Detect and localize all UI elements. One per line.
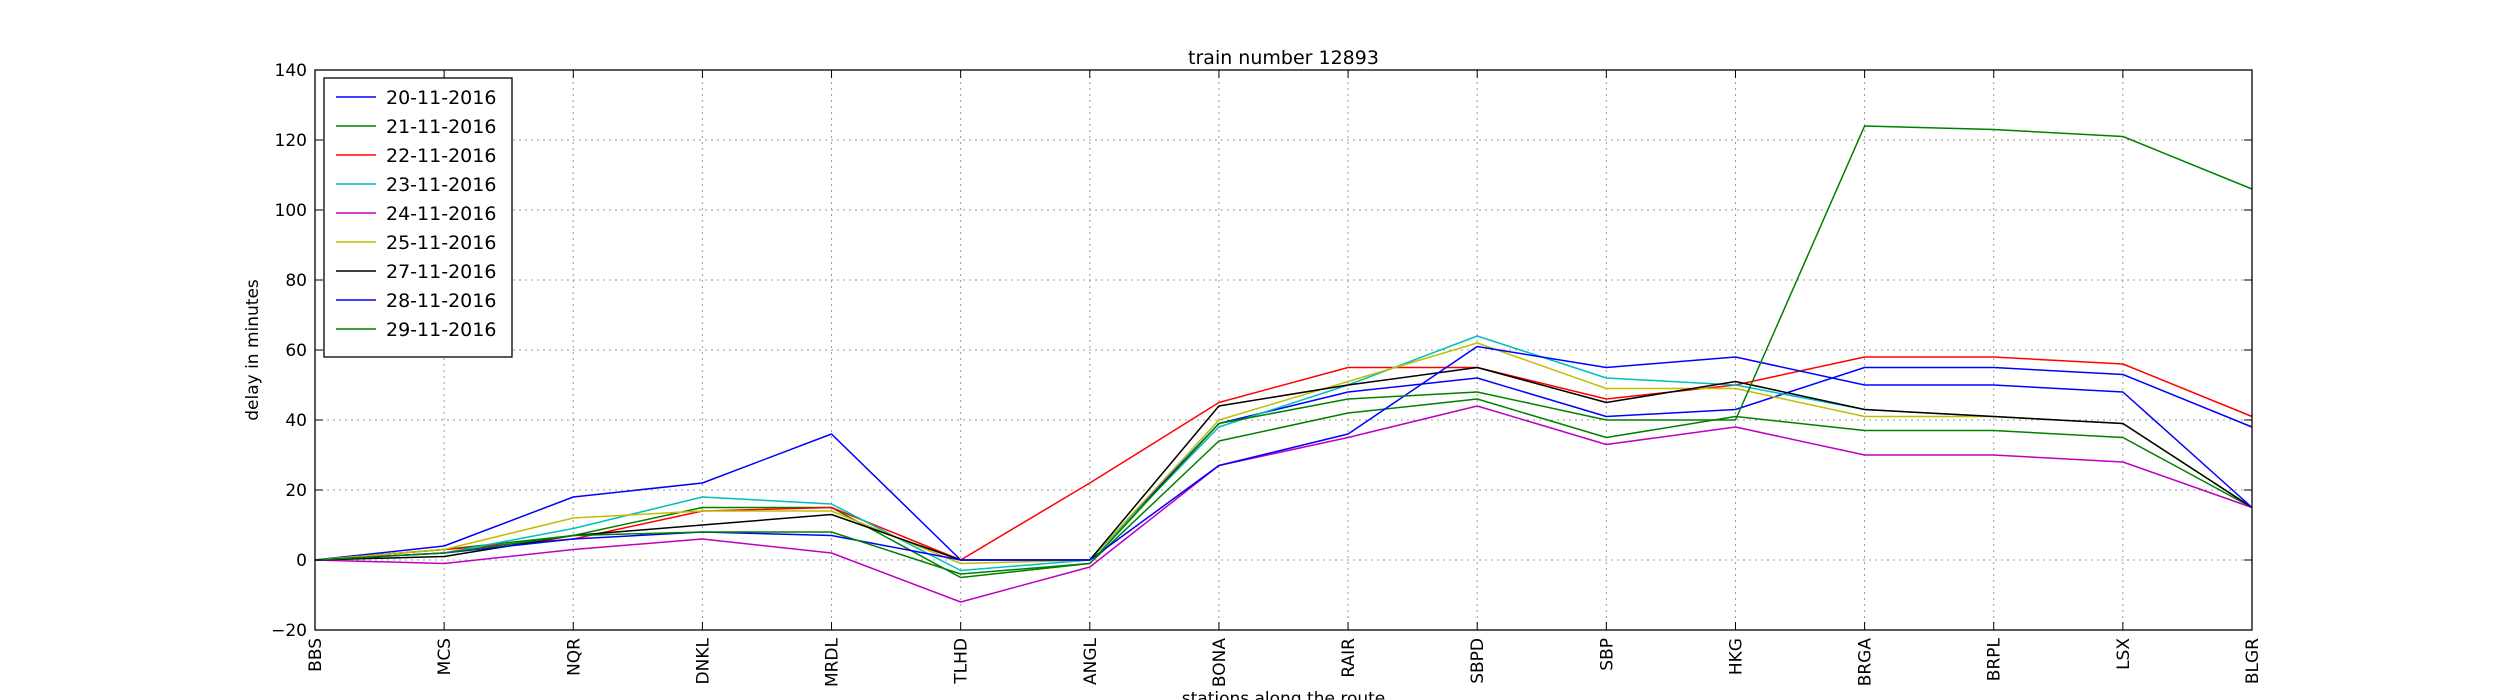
legend-entry: 28-11-2016: [386, 290, 496, 312]
series-line-21-11-2016: [314, 398, 2253, 579]
y-tick-label: 80: [285, 271, 307, 291]
series-line-25-11-2016: [314, 342, 2253, 565]
y-axis-ticks: −20 0 20 40 60 80 100 120 140: [271, 61, 2252, 641]
x-tick-label: ANGL: [1081, 637, 1101, 685]
series-line-28-11-2016: [314, 345, 2253, 561]
chart-title: train number 12893: [1188, 47, 1379, 69]
plot-frame: [314, 69, 2253, 631]
y-tick-label: 20: [285, 481, 307, 501]
series-line-27-11-2016: [314, 366, 2253, 561]
legend-box: [323, 77, 513, 358]
y-tick-label: 100: [275, 201, 307, 221]
x-tick-label: SBP: [1597, 638, 1617, 671]
grid: [315, 70, 2252, 630]
x-tick-label: MRDL: [823, 637, 843, 687]
x-axis-ticks: BBS MCS NQR DNKL MRDL TLHD ANGL BONA RAIR SBPD SBP…: [306, 70, 2263, 687]
series-line-20-11-2016: [314, 366, 2253, 561]
legend-entry: 24-11-2016: [386, 203, 496, 225]
y-tick-label: −20: [271, 621, 307, 641]
legend-entry: 29-11-2016: [386, 319, 496, 341]
x-tick-label: BRGA: [1856, 638, 1876, 687]
x-tick-label: TLHD: [952, 638, 972, 685]
legend-entry: 22-11-2016: [386, 145, 496, 167]
legend-entry: 27-11-2016: [386, 261, 496, 283]
x-tick-label: SBPD: [1468, 638, 1488, 684]
y-axis-label: delay in minutes: [243, 279, 263, 421]
y-tick-label: 0: [296, 551, 307, 571]
series-lines: [314, 125, 2253, 603]
x-tick-label: DNKL: [693, 637, 713, 684]
series-line-22-11-2016: [314, 356, 2253, 561]
x-tick-label: MCS: [435, 638, 455, 675]
legend-entry: 23-11-2016: [386, 174, 496, 196]
legend-entry: 21-11-2016: [386, 116, 496, 138]
x-tick-label: BONA: [1210, 638, 1230, 687]
series-line-29-11-2016: [314, 125, 2253, 575]
x-tick-label: BLGR: [2243, 638, 2263, 684]
x-tick-label: LSX: [2114, 638, 2134, 670]
y-tick-label: 120: [275, 131, 307, 151]
series-line-24-11-2016: [314, 405, 2253, 603]
legend: 20-11-2016 21-11-2016 22-11-2016 23-11-2016…: [323, 77, 513, 358]
x-tick-label: HKG: [1726, 638, 1746, 675]
y-tick-label: 140: [275, 61, 307, 81]
x-tick-label: NQR: [564, 638, 584, 676]
x-tick-label: BRPL: [1985, 637, 2005, 681]
x-axis-label: stations along the route: [1182, 689, 1386, 700]
y-tick-label: 60: [285, 341, 307, 361]
x-tick-label: BBS: [306, 638, 326, 672]
y-tick-label: 40: [285, 411, 307, 431]
legend-entry: 25-11-2016: [386, 232, 496, 254]
x-tick-label: RAIR: [1339, 638, 1359, 678]
legend-entry: 20-11-2016: [386, 87, 496, 109]
